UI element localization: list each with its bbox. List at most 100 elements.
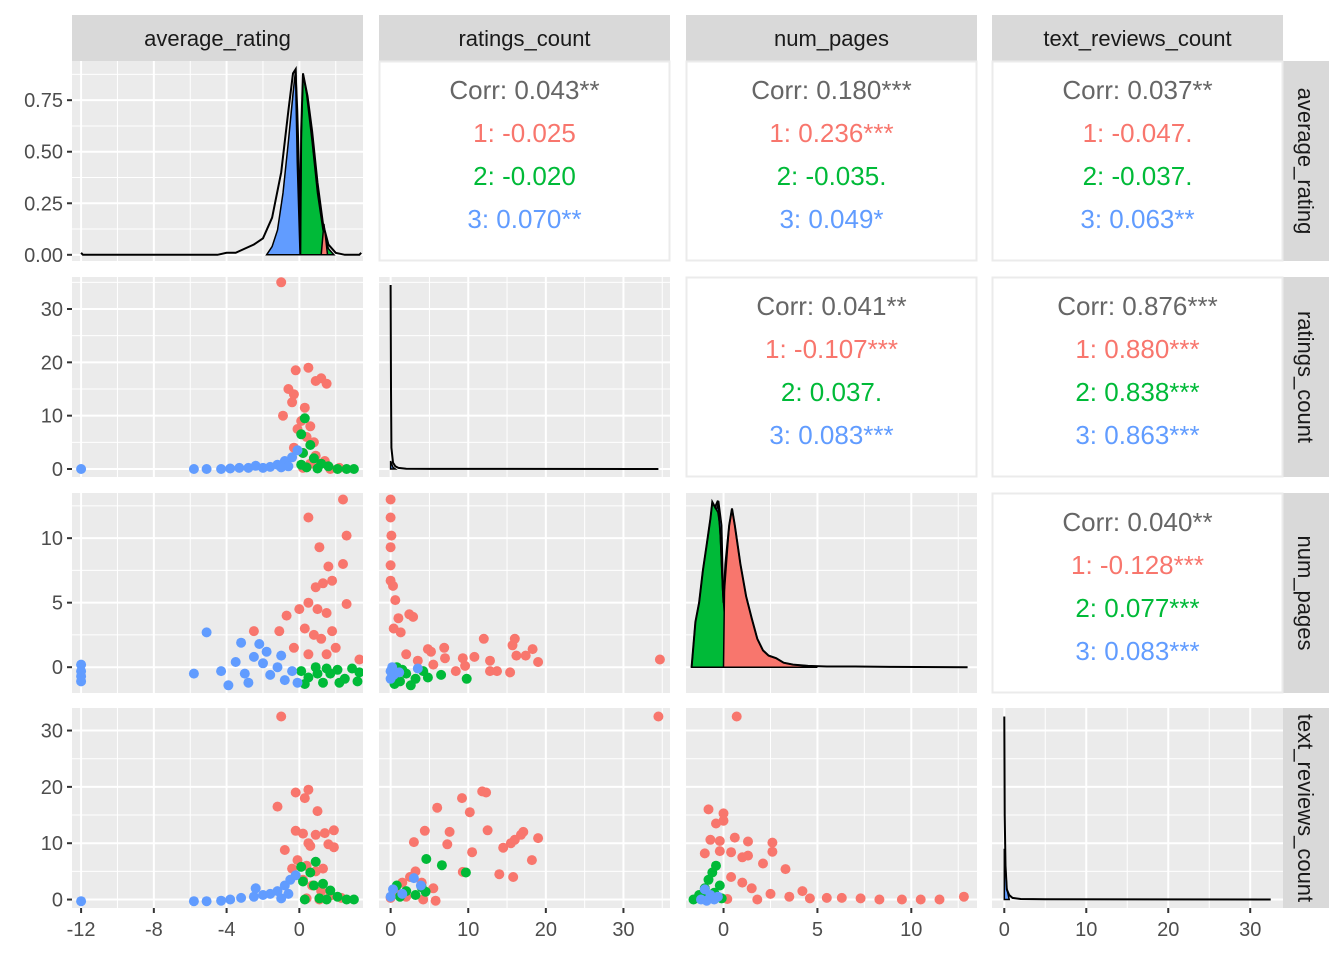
scatter-point-group-1 (934, 894, 945, 905)
scatter-point-group-1 (718, 815, 729, 826)
scatter-point-group-3 (188, 464, 199, 474)
scatter-point-group-1 (298, 828, 308, 839)
scatter-point-group-3 (236, 637, 247, 648)
scatter-point-group-1 (328, 842, 339, 853)
scatter-point-group-1 (299, 402, 310, 413)
panel-average_rating-vs-ratings_count: Corr: 0.043** 1: -0.025 2: -0.020 3: 0.070*… (378, 60, 671, 262)
corr-group-1-label: 1: 0.880*** (1075, 334, 1199, 364)
scatter-point-group-2 (436, 669, 447, 680)
scatter-point-group-3 (279, 675, 290, 686)
x-tick-label: 20 (535, 919, 557, 941)
scatter-point-group-1 (385, 512, 396, 523)
scatter-point-group-1 (321, 378, 332, 389)
column-strip-num_pages: num_pages (686, 15, 977, 61)
scatter-point-group-1 (385, 560, 396, 571)
scatter-point-group-3 (287, 666, 298, 677)
density-outline (389, 284, 659, 470)
corr-group-3-label: 3: 0.083*** (1075, 636, 1199, 666)
corr-group-3-label: 3: 0.070** (467, 204, 581, 234)
scatter-point-group-2 (312, 463, 323, 474)
scatter-point-group-2 (405, 680, 416, 691)
row-strip-text_reviews_count: text_reviews_count (1283, 708, 1329, 908)
scatter-point-group-2 (296, 666, 307, 677)
scatter-point-group-1 (836, 892, 847, 903)
scatter-point-group-1 (705, 834, 716, 845)
column-strip-average_rating: average_rating (72, 15, 363, 61)
scatter-point-group-2 (318, 878, 328, 889)
scatter-point-group-1 (281, 610, 292, 621)
corr-group-2-label: 2: -0.037. (1083, 161, 1193, 191)
panel-text_reviews_count-vs-num_pages (686, 708, 977, 908)
scatter-point-group-1 (485, 655, 495, 666)
scatter-point-group-1 (746, 883, 757, 894)
scatter-point-group-1 (527, 644, 538, 655)
scatter-point-group-3 (254, 639, 265, 649)
scatter-point-group-2 (352, 676, 363, 687)
panel-average_rating-vs-num_pages: Corr: 0.180*** 1: 0.236*** 2: -0.035. 3: 0.… (685, 60, 978, 262)
scatter-point-group-1 (726, 847, 737, 858)
y-tick-label: 0 (52, 657, 63, 679)
scatter-point-group-3 (709, 894, 720, 905)
scatter-point-group-3 (243, 677, 254, 688)
scatter-point-group-1 (509, 633, 520, 644)
x-tick-label: -4 (218, 919, 236, 941)
scatter-point-group-1 (303, 597, 314, 608)
scatter-point-group-1 (714, 836, 725, 846)
scatter-point-group-1 (737, 877, 748, 888)
corr-group-1-label: 1: 0.236*** (769, 118, 893, 148)
scatter-point-group-2 (354, 667, 363, 678)
scatter-point-group-1 (767, 846, 778, 857)
scatter-point-group-1 (299, 623, 310, 634)
y-tick-label: 30 (41, 299, 63, 321)
x-tick-label: 10 (1075, 919, 1097, 941)
scatter-point-group-1 (303, 784, 314, 795)
scatter-point-group-1 (958, 891, 969, 902)
density-area-group-1 (320, 223, 329, 256)
scatter-point-group-3 (201, 627, 212, 638)
scatter-point-group-1 (321, 608, 332, 618)
scatter-point-group-1 (408, 837, 419, 848)
panels: Corr: 0.043** 1: -0.025 2: -0.020 3: 0.070*… (72, 60, 1284, 908)
scatter-point-group-2 (323, 461, 334, 472)
density-area-group-3 (389, 460, 398, 470)
row-strip-label: text_reviews_count (1293, 714, 1318, 902)
scatter-point-group-1 (439, 642, 450, 653)
scatter-point-group-2 (321, 894, 332, 905)
scatter-point-group-1 (508, 872, 519, 882)
x-tick-label: 0 (294, 919, 305, 941)
panel-average_rating-vs-text_reviews_count: Corr: 0.037** 1: -0.047. 2: -0.037. 3: 0.06… (991, 60, 1284, 262)
row-strip-ratings_count: ratings_count (1283, 277, 1329, 477)
scatter-point-group-3 (76, 896, 87, 907)
scatter-point-group-3 (287, 452, 298, 463)
scatter-point-group-2 (422, 672, 433, 683)
scatter-point-group-1 (432, 802, 443, 813)
scatter-point-group-1 (390, 595, 401, 606)
scatter-point-group-1 (821, 892, 832, 903)
scatter-point-group-2 (348, 894, 359, 905)
scatter-point-group-3 (188, 896, 199, 907)
y-tick-label: 20 (41, 352, 63, 374)
scatter-point-group-1 (299, 793, 310, 804)
panel-background (379, 493, 670, 693)
scatter-point-group-1 (478, 633, 489, 644)
scatter-point-group-3 (408, 873, 419, 884)
scatter-point-group-1 (388, 580, 398, 591)
scatter-point-group-2 (688, 894, 699, 905)
scatter-point-group-1 (426, 646, 436, 657)
scatter-point-group-2 (318, 677, 328, 688)
scatter-point-group-1 (318, 578, 328, 589)
y-axis-ticks: 0.00 0.25 0.50 0.75 0 10 20 30 0 5 10 0 10 20 30 (24, 90, 72, 912)
scatter-point-group-1 (743, 850, 753, 861)
scatter-point-group-1 (469, 651, 480, 662)
scatter-point-group-1 (752, 894, 763, 905)
corr-group-3-label: 3: 0.063** (1080, 204, 1194, 234)
scatter-point-group-1 (703, 804, 714, 815)
y-tick-label: 20 (41, 777, 63, 799)
scatter-point-group-1 (505, 667, 516, 678)
column-strip-label: text_reviews_count (1043, 26, 1231, 51)
x-tick-label: 0 (385, 919, 396, 941)
scatter-point-group-1 (784, 891, 795, 902)
scatter-point-group-3 (76, 676, 87, 687)
scatter-point-group-1 (509, 834, 520, 845)
